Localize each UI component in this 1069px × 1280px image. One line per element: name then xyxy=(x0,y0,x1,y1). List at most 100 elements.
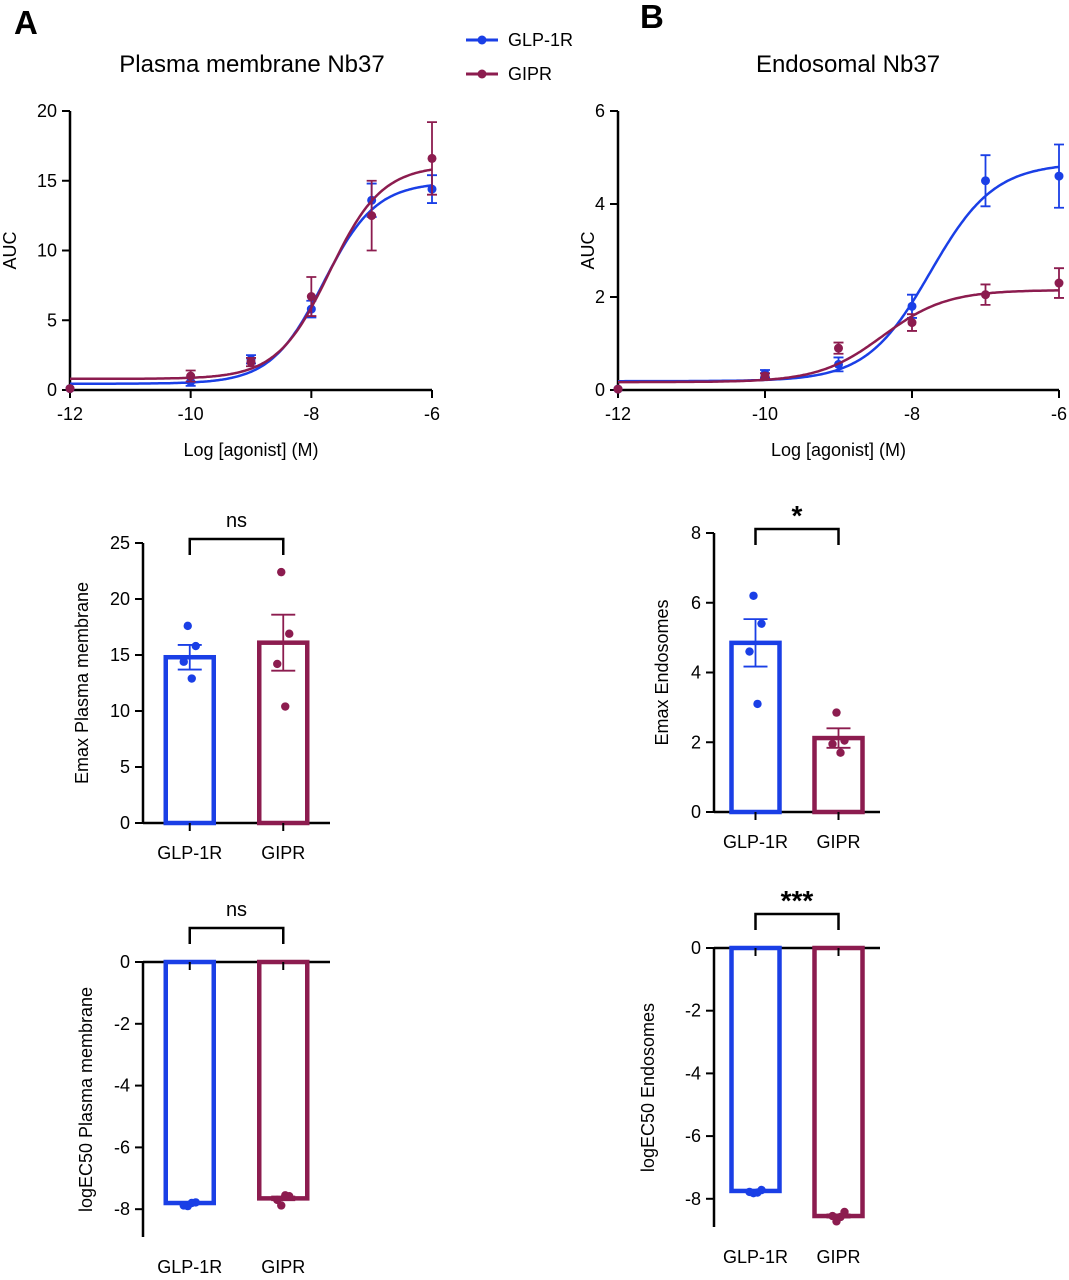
y-axis-label: AUC xyxy=(0,231,20,269)
data-point xyxy=(907,318,917,328)
y-tick-label: 0 xyxy=(47,380,57,400)
replicate-point xyxy=(745,1187,754,1197)
x-tick-label: -10 xyxy=(178,404,204,424)
y-tick-label: 4 xyxy=(691,663,701,683)
y-axis-label: logEC50 Endosomes xyxy=(638,1003,658,1172)
data-point xyxy=(760,371,770,381)
x-axis-label: Log [agonist] (M) xyxy=(183,440,318,460)
replicate-point xyxy=(183,621,192,631)
data-point xyxy=(246,357,256,367)
y-tick-label: 5 xyxy=(47,310,57,330)
y-tick-label: 0 xyxy=(691,938,701,958)
y-tick-label: 6 xyxy=(595,101,605,121)
chart-logec50-plasma-membrane: 0 -2 -4 -6 -8 logEC50 Plasma membrane GLP-1R GI… xyxy=(76,899,330,1277)
y-tick-label: 0 xyxy=(120,813,130,833)
y-axis-label: Emax Endosomes xyxy=(652,599,672,745)
y-tick-label: 0 xyxy=(120,952,130,972)
chart-endosomal-curve: Endosomal Nb37 0 2 4 6 -12 -10 -8 -6 Log [agonist… xyxy=(578,51,1067,460)
replicate-point xyxy=(753,699,762,709)
chart-emax-plasma-membrane: 0 5 10 15 20 25 Emax Plasma membrane GLP-1R GIPR… xyxy=(72,510,330,863)
replicate-point xyxy=(179,657,188,666)
category-label: GLP-1R xyxy=(157,843,222,863)
y-tick-label: 0 xyxy=(595,380,605,400)
x-tick-label: -8 xyxy=(904,404,920,424)
data-point xyxy=(981,290,990,300)
y-tick-label: -2 xyxy=(114,1014,130,1034)
legend-marker-glp1r xyxy=(477,35,487,45)
legend-label-gipr: GIPR xyxy=(508,64,552,84)
significance-label: * xyxy=(792,500,803,531)
error-bar xyxy=(743,618,768,668)
replicate-point xyxy=(191,641,200,651)
legend-marker-gipr xyxy=(477,69,487,79)
category-label: GIPR xyxy=(261,1257,305,1277)
replicate-point xyxy=(179,1201,188,1210)
bar xyxy=(257,959,310,1201)
category-label: GIPR xyxy=(816,1247,860,1267)
replicate-point xyxy=(187,1198,196,1208)
y-axis-label: AUC xyxy=(578,231,598,269)
replicate-point xyxy=(840,736,849,745)
replicate-point xyxy=(828,739,837,749)
y-tick-label: 0 xyxy=(691,802,701,822)
data-point xyxy=(186,371,196,381)
replicate-point xyxy=(836,748,845,757)
y-tick-label: 2 xyxy=(691,732,701,752)
fit-curve xyxy=(70,168,433,381)
chart-plasma-membrane-curve: Plasma membrane Nb37 0 5 10 15 20 -12 -10 -8 -6 Lo… xyxy=(0,51,440,460)
y-tick-label: -6 xyxy=(114,1137,130,1157)
x-axis-label: Log [agonist] (M) xyxy=(771,440,906,460)
data-point xyxy=(1054,171,1064,181)
x-tick-label: -8 xyxy=(303,404,319,424)
replicate-point xyxy=(281,702,290,711)
chart-title: Plasma membrane Nb37 xyxy=(119,51,384,78)
category-label: GIPR xyxy=(816,832,860,852)
significance-label: ns xyxy=(226,899,247,921)
chart-title: Endosomal Nb37 xyxy=(756,51,940,78)
legend-label-glp1r: GLP-1R xyxy=(508,30,573,50)
error-bar xyxy=(271,613,296,672)
bar xyxy=(812,945,865,1219)
y-tick-label: 10 xyxy=(37,241,57,261)
y-tick-label: -4 xyxy=(685,1063,701,1083)
data-point xyxy=(907,301,917,311)
bar xyxy=(729,640,782,815)
axis-lines xyxy=(68,111,432,392)
y-tick-label: -2 xyxy=(685,1001,701,1021)
y-tick-label: 25 xyxy=(110,533,130,553)
x-tick-label: -12 xyxy=(57,404,83,424)
data-point xyxy=(834,343,843,353)
replicate-point xyxy=(745,647,754,656)
y-tick-label: -4 xyxy=(114,1076,130,1096)
bar xyxy=(163,959,216,1206)
y-axis-label: Emax Plasma membrane xyxy=(72,582,92,784)
y-tick-label: 2 xyxy=(595,287,605,307)
significance-bracket xyxy=(754,527,840,545)
data-point xyxy=(981,176,990,186)
replicate-point xyxy=(187,674,196,683)
replicate-point xyxy=(832,708,841,717)
replicate-point xyxy=(828,1211,837,1221)
y-tick-label: 15 xyxy=(37,171,57,191)
y-tick-label: 5 xyxy=(120,757,130,777)
category-label: GLP-1R xyxy=(723,1247,788,1267)
category-label: GIPR xyxy=(261,843,305,863)
y-tick-label: 10 xyxy=(110,701,130,721)
fit-curve xyxy=(70,184,433,385)
category-label: GLP-1R xyxy=(723,832,788,852)
y-tick-label: 20 xyxy=(37,101,57,121)
x-tick-label: -12 xyxy=(605,404,631,424)
category-label: GLP-1R xyxy=(157,1257,222,1277)
y-tick-label: 15 xyxy=(110,645,130,665)
replicate-point xyxy=(749,591,758,600)
data-point xyxy=(65,384,75,394)
y-tick-label: 4 xyxy=(595,194,605,214)
replicate-point xyxy=(285,629,294,638)
bar xyxy=(729,945,782,1194)
significance-label: *** xyxy=(781,885,814,916)
panel-label-a: A xyxy=(14,4,38,41)
y-tick-label: 20 xyxy=(110,589,130,609)
y-axis-label: logEC50 Plasma membrane xyxy=(76,987,96,1212)
x-tick-label: -6 xyxy=(1051,404,1067,424)
